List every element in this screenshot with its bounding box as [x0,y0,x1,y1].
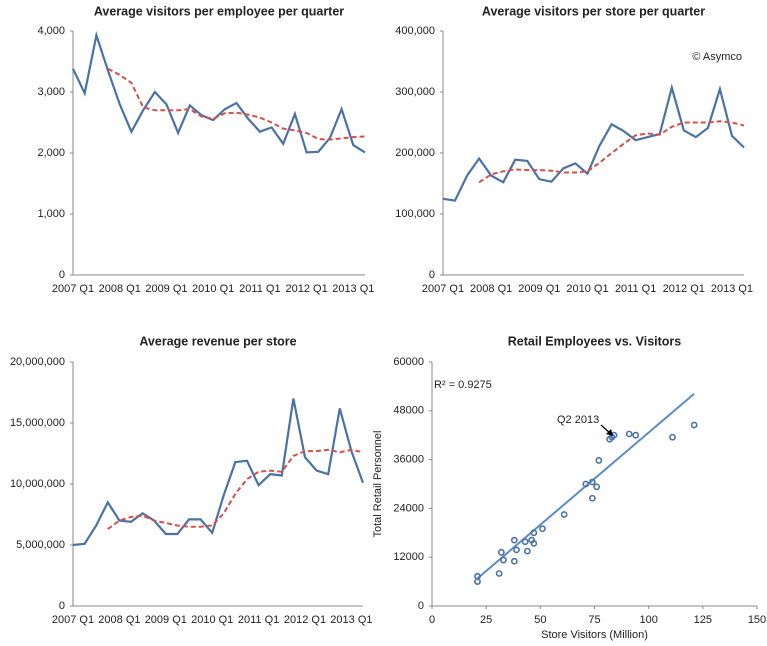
x-tick-label: 150 [748,614,766,626]
y-tick-label: 0 [418,600,424,612]
y-tick-label: 24000 [393,502,424,514]
scatter-point [632,431,640,439]
scatter-point [513,546,520,554]
x-tick-label: 2013 Q1 [711,283,753,295]
x-tick-label: 75 [588,614,600,626]
y-tick-label: 20,000,000 [10,356,65,368]
annotation: Q2 2013 [557,414,599,426]
x-tick-label: 25 [480,614,492,626]
y-tick-label: 0 [429,269,435,281]
x-tick-label: 2010 Q1 [566,283,608,295]
chart-title: Average revenue per store [139,334,296,348]
line-series [107,67,366,141]
y-axis-title: Total Retail Personnel [372,430,384,537]
scatter-point [669,433,676,441]
x-tick-label: 2007 Q1 [52,283,94,295]
x-tick-label: 2009 Q1 [145,614,187,626]
x-tick-label: 2008 Q1 [99,283,141,295]
chart-title: Average visitors per employee per quarte… [94,4,344,18]
annotation: © Asymco [692,51,742,63]
x-tick-label: 2013 Q1 [330,614,372,626]
line-series [72,30,366,154]
y-tick-label: 100,000 [395,208,435,220]
y-tick-label: 5,000,000 [16,539,65,551]
scatter-point [588,494,596,502]
x-tick-label: 0 [429,614,435,626]
y-tick-label: 12000 [393,551,424,563]
x-tick-label: 2009 Q1 [145,283,187,295]
x-tick-label: 2010 Q1 [191,614,233,626]
x-tick-label: 2008 Q1 [98,614,140,626]
y-tick-label: 1,000 [37,208,65,220]
y-tick-label: 300,000 [395,86,435,98]
annotation-arrowhead [606,429,613,436]
scatter-point [495,570,503,577]
x-tick-label: 2013 Q1 [332,283,374,295]
scatter-point [582,480,590,488]
scatter-point [474,572,481,580]
x-tick-label: 2009 Q1 [518,283,560,295]
x-tick-label: 2011 Q1 [239,283,280,295]
x-tick-label: 125 [694,614,712,626]
scatter-point [497,548,505,556]
scatter-point [593,483,601,491]
scatter-point [588,478,596,486]
x-tick-label: 2007 Q1 [422,283,464,295]
y-tick-label: 200,000 [395,147,435,159]
x-tick-label: 2008 Q1 [470,283,512,295]
scatter-point [474,578,481,585]
y-tick-label: 15,000,000 [10,417,65,429]
scatter-point [690,421,698,429]
y-tick-label: 4,000 [37,25,65,37]
y-tick-label: 0 [59,600,65,612]
y-tick-label: 0 [59,269,65,281]
y-tick-label: 2,000 [37,147,65,159]
scatter-point [510,557,518,565]
annotation: R² = 0.9275 [434,379,492,391]
x-tick-label: 2012 Q1 [285,283,327,295]
chart-title: Retail Employees vs. Visitors [508,334,682,348]
x-tick-label: 100 [639,614,657,626]
line-series [107,448,364,530]
x-tick-label: 2012 Q1 [663,283,705,295]
x-tick-label: 2007 Q1 [52,614,94,626]
scatter-point [510,536,518,544]
x-tick-label: 2011 Q1 [238,614,279,626]
y-tick-label: 3,000 [37,86,65,98]
chart-title: Average visitors per store per quarter [482,4,705,18]
x-tick-label: 2012 Q1 [284,614,326,626]
scatter-point [625,430,633,438]
x-tick-label: 2010 Q1 [192,283,234,295]
scatter-point [500,556,507,564]
scatter-point [595,457,603,464]
scatter-point [539,525,546,533]
scatter-point [530,529,538,537]
y-tick-label: 400,000 [395,25,435,37]
y-tick-label: 36000 [393,454,424,466]
y-tick-label: 48000 [393,405,424,417]
scatter-point [523,547,531,555]
line-series [442,83,745,202]
x-tick-label: 2011 Q1 [615,283,656,295]
x-axis-title: Store Visitors (Million) [541,629,648,641]
scatter-point [530,539,538,547]
scatter-point [560,511,568,518]
scatter-point [521,538,529,546]
x-tick-label: 50 [534,614,546,626]
y-tick-label: 10,000,000 [10,478,65,490]
y-tick-label: 60000 [393,356,424,368]
